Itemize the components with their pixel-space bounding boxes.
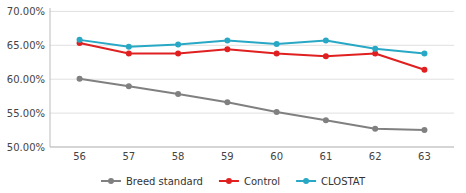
legend-item: Control [219, 176, 280, 187]
point [224, 46, 230, 52]
point [224, 38, 230, 44]
point [421, 127, 427, 133]
point [77, 76, 83, 82]
point [274, 41, 280, 47]
legend-label: CLOSTAT [321, 176, 366, 187]
y-tick-label: 65.00% [7, 40, 45, 51]
x-tick-label: 56 [73, 151, 86, 162]
x-tick-label: 58 [172, 151, 185, 162]
y-tick-label: 70.00% [7, 6, 45, 17]
x-tick-label: 61 [320, 151, 333, 162]
point [421, 67, 427, 73]
series-line [80, 79, 425, 130]
x-axis-line [50, 147, 454, 148]
grid-line [50, 113, 454, 114]
point [274, 109, 280, 115]
x-tick-label: 60 [270, 151, 283, 162]
point [175, 50, 181, 56]
x-tick-label: 62 [369, 151, 382, 162]
point [126, 83, 132, 89]
legend: Breed standard Control CLOSTAT [101, 176, 366, 187]
legend-item: CLOSTAT [296, 176, 366, 187]
point [372, 126, 378, 132]
x-tick-label: 59 [221, 151, 234, 162]
legend-item: Breed standard [101, 176, 203, 187]
legend-swatch-marker [226, 178, 232, 184]
series-line [80, 43, 425, 70]
point [421, 50, 427, 56]
y-tick-label: 50.00% [7, 142, 45, 153]
plot-area [77, 37, 428, 133]
point [175, 91, 181, 97]
legend-label: Breed standard [126, 176, 203, 187]
point [372, 46, 378, 52]
legend-swatch-marker [108, 178, 114, 184]
x-tick-label: 63 [418, 151, 431, 162]
legend-label: Control [244, 176, 280, 187]
grid-line [50, 79, 454, 80]
point [126, 44, 132, 50]
chart: 50.00% 55.00% 60.00% 65.00% 70.00% 56 57 58 59 60… [0, 0, 466, 193]
x-tick-label: 57 [122, 151, 135, 162]
point [224, 99, 230, 105]
grid-line [50, 147, 454, 148]
point [323, 38, 329, 44]
legend-swatch-marker [303, 178, 309, 184]
series-line [80, 40, 425, 54]
point [77, 37, 83, 43]
y-grid [50, 11, 454, 147]
y-axis-line [50, 8, 51, 147]
point [323, 53, 329, 59]
point [175, 42, 181, 48]
y-tick-label: 55.00% [7, 108, 45, 119]
point [274, 50, 280, 56]
point [126, 50, 132, 56]
y-tick-label: 60.00% [7, 74, 45, 85]
point [323, 117, 329, 123]
grid-line [50, 11, 454, 12]
